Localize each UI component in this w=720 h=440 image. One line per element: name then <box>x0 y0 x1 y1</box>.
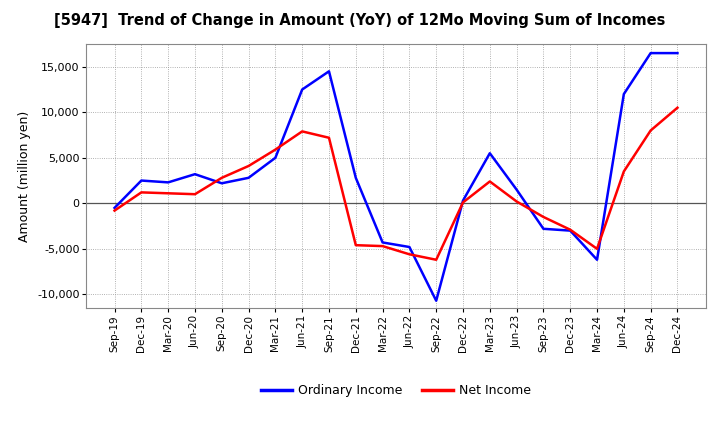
Net Income <box>298 129 307 134</box>
Net Income <box>566 227 575 232</box>
Net Income <box>110 208 119 213</box>
Net Income <box>673 105 682 110</box>
Ordinary Income <box>164 180 173 185</box>
Ordinary Income <box>298 87 307 92</box>
Ordinary Income <box>271 155 279 161</box>
Ordinary Income <box>459 198 467 203</box>
Net Income <box>244 163 253 169</box>
Ordinary Income <box>110 205 119 210</box>
Net Income <box>217 175 226 180</box>
Ordinary Income <box>647 51 655 56</box>
Line: Ordinary Income: Ordinary Income <box>114 53 678 301</box>
Net Income <box>137 190 145 195</box>
Ordinary Income <box>191 172 199 177</box>
Ordinary Income <box>405 244 414 249</box>
Net Income <box>432 257 441 262</box>
Net Income <box>539 214 548 220</box>
Net Income <box>405 252 414 257</box>
Ordinary Income <box>378 240 387 245</box>
Ordinary Income <box>513 187 521 192</box>
Ordinary Income <box>566 228 575 233</box>
Net Income <box>351 242 360 248</box>
Net Income <box>619 169 628 174</box>
Net Income <box>513 199 521 204</box>
Ordinary Income <box>432 298 441 303</box>
Text: [5947]  Trend of Change in Amount (YoY) of 12Mo Moving Sum of Incomes: [5947] Trend of Change in Amount (YoY) o… <box>54 13 666 28</box>
Ordinary Income <box>137 178 145 183</box>
Ordinary Income <box>351 175 360 180</box>
Net Income <box>164 191 173 196</box>
Legend: Ordinary Income, Net Income: Ordinary Income, Net Income <box>256 379 536 402</box>
Ordinary Income <box>325 69 333 74</box>
Net Income <box>593 246 601 252</box>
Ordinary Income <box>539 226 548 231</box>
Ordinary Income <box>619 92 628 97</box>
Net Income <box>271 147 279 152</box>
Net Income <box>485 179 494 184</box>
Ordinary Income <box>673 51 682 56</box>
Ordinary Income <box>485 150 494 156</box>
Y-axis label: Amount (million yen): Amount (million yen) <box>19 110 32 242</box>
Net Income <box>191 191 199 197</box>
Ordinary Income <box>217 181 226 186</box>
Net Income <box>378 243 387 249</box>
Net Income <box>325 135 333 140</box>
Net Income <box>459 200 467 205</box>
Ordinary Income <box>244 175 253 180</box>
Ordinary Income <box>593 257 601 262</box>
Net Income <box>647 128 655 133</box>
Line: Net Income: Net Income <box>114 108 678 260</box>
